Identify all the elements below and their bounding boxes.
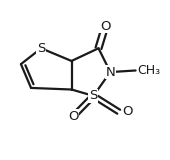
Text: S: S [89,89,98,102]
Text: CH₃: CH₃ [137,64,160,77]
Text: O: O [122,105,133,118]
Text: N: N [105,66,115,79]
Text: O: O [100,20,110,33]
Text: S: S [37,42,45,55]
Text: O: O [68,110,78,123]
